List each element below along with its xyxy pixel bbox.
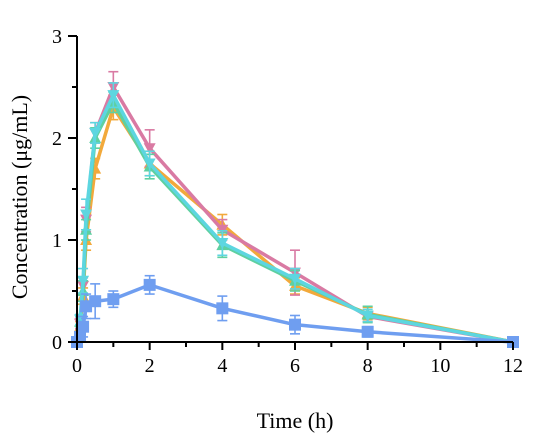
x-tick-label: 10 — [430, 355, 450, 377]
plot-area — [71, 70, 519, 348]
y-tick-label: 1 — [52, 230, 62, 252]
series-line — [75, 85, 515, 344]
data-point — [77, 275, 90, 287]
axes — [76, 36, 513, 343]
data-point — [80, 300, 93, 313]
series-line — [75, 93, 515, 344]
y-tick-label: 0 — [52, 332, 62, 354]
x-tick-label: 6 — [290, 355, 300, 377]
data-point — [107, 90, 120, 102]
data-point — [289, 273, 301, 285]
data-point — [107, 293, 120, 306]
data-point — [77, 320, 90, 333]
x-tick-label: 4 — [217, 355, 227, 377]
data-point — [289, 318, 301, 331]
x-tick-label: 2 — [145, 355, 155, 377]
data-point — [89, 127, 102, 139]
data-point — [216, 238, 229, 250]
x-tick-label: 12 — [503, 355, 523, 377]
data-point — [361, 325, 374, 338]
series-1 — [71, 94, 519, 347]
data-point — [89, 295, 102, 308]
y-axis-title: Concentration (μg/mL) — [7, 95, 32, 299]
data-point — [143, 278, 156, 291]
y-tick-label: 3 — [52, 26, 62, 48]
data-point — [361, 310, 374, 322]
data-point — [143, 158, 156, 170]
data-point — [143, 143, 156, 155]
series-4 — [71, 82, 519, 348]
series-5 — [71, 274, 519, 348]
data-point — [80, 209, 93, 221]
y-tick-label: 2 — [52, 128, 62, 150]
series-2 — [71, 70, 519, 348]
series-line — [75, 105, 515, 344]
x-axis-title: Time (h) — [257, 408, 334, 433]
x-tick-label: 0 — [72, 355, 82, 377]
data-point — [216, 302, 229, 315]
x-tick-label: 8 — [363, 355, 373, 377]
